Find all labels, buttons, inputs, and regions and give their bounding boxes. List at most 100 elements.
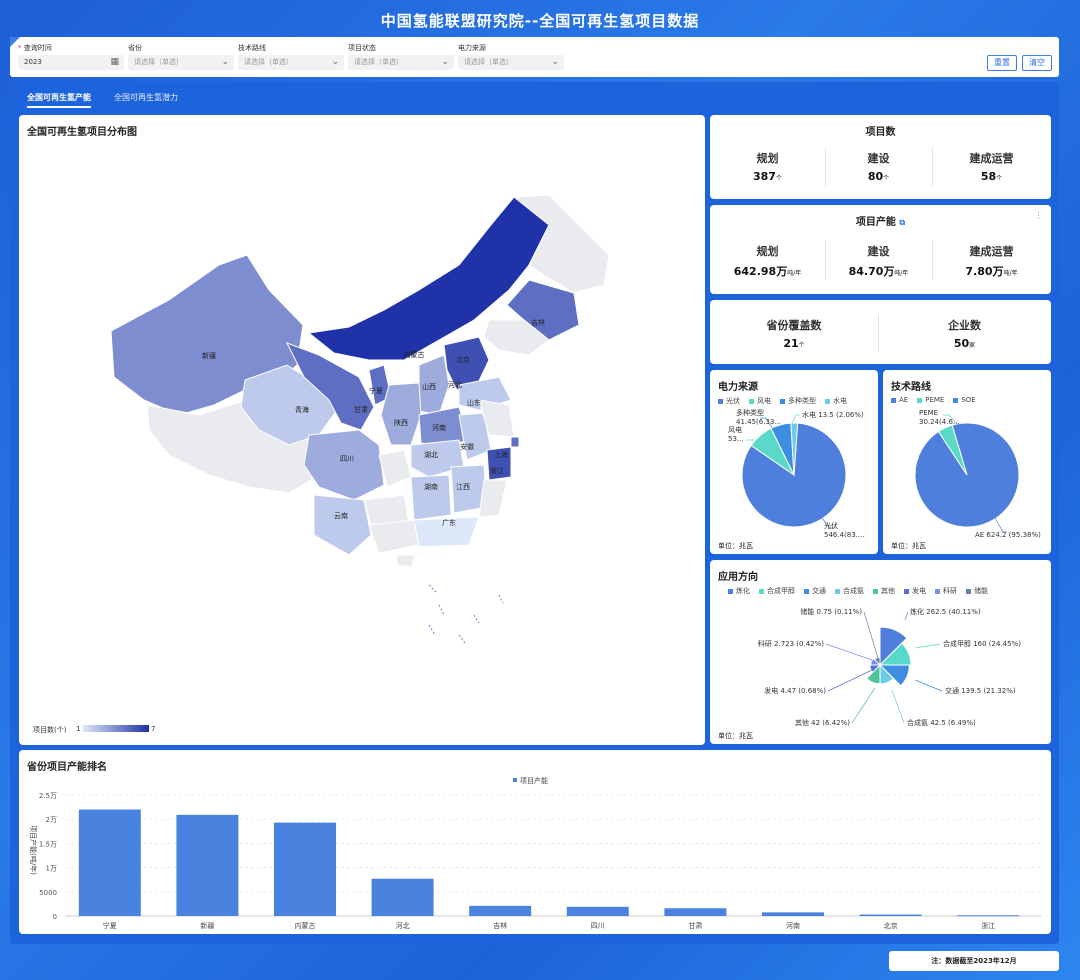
bar[interactable]: [762, 912, 824, 916]
reset-button[interactable]: 重置: [987, 55, 1017, 71]
legend-label: 合成甲醇: [767, 587, 795, 595]
legend-swatch: [873, 588, 878, 594]
legend-label: 科研: [943, 587, 957, 595]
power-source-title: 电力来源: [718, 382, 758, 393]
tab-capacity[interactable]: 全国可再生氢产能: [27, 92, 91, 108]
power-source-legend: 光伏 风电 多种类型 水电: [718, 396, 856, 406]
bar[interactable]: [78, 809, 141, 916]
province-广西[interactable]: [368, 519, 420, 554]
province-label: 上海: [494, 450, 508, 459]
legend-item[interactable]: 水电: [825, 397, 847, 405]
data-label: 炼化 262.5 (40.11%): [910, 607, 981, 616]
legend-swatch: [718, 398, 723, 404]
kpi-label: 建成运营: [969, 152, 1014, 165]
power-source-slice[interactable]: [790, 422, 799, 476]
date-picker[interactable]: 2023 ▦: [18, 55, 124, 70]
legend-item[interactable]: 储能: [966, 587, 988, 595]
province-label: 山西: [422, 382, 436, 391]
application-slice[interactable]: [869, 664, 882, 673]
legend-item[interactable]: 科研: [935, 587, 957, 595]
legend-item[interactable]: 合成氨: [835, 587, 864, 595]
clear-button[interactable]: 清空: [1022, 55, 1052, 71]
bar[interactable]: [859, 914, 922, 916]
province-广东[interactable]: [413, 516, 480, 548]
legend-item[interactable]: PEME: [917, 396, 944, 404]
province-label: 内蒙古: [404, 350, 425, 359]
kpi-unit: 吨/年: [787, 270, 802, 277]
province-甘肃[interactable]: [285, 342, 375, 431]
x-tick-label: 宁夏: [103, 921, 117, 930]
data-label-line: AE 624.2 (95.38%): [975, 531, 1041, 539]
province-湖南[interactable]: [410, 474, 452, 521]
legend-label: 多种类型: [788, 397, 816, 405]
legend-item[interactable]: 交通: [804, 587, 826, 595]
application-rose-chart[interactable]: 炼化 262.5 (40.11%) 合成甲醇 160 (24.45%) 交通 139…: [710, 560, 1051, 744]
province-陕西[interactable]: [380, 382, 422, 446]
data-label: AE 624.2 (95.38%): [975, 531, 1041, 539]
legend-item[interactable]: 炼化: [728, 587, 750, 595]
filter-label: * 查询时间: [18, 43, 124, 53]
province-福建[interactable]: [478, 479, 508, 518]
capacity-title-text: 项目产能: [855, 217, 896, 228]
data-label-line: 53...: [728, 435, 744, 443]
bar[interactable]: [469, 905, 532, 916]
application-slice[interactable]: [873, 656, 881, 667]
province-上海[interactable]: [510, 436, 520, 448]
legend-swatch: [825, 398, 830, 404]
map-title: 全国可再生氢项目分布图: [27, 127, 137, 138]
province-贵州[interactable]: [363, 494, 410, 526]
legend-swatch: [891, 397, 896, 403]
legend-item[interactable]: 风电: [749, 397, 771, 405]
bar[interactable]: [274, 822, 336, 916]
copy-icon[interactable]: ⧉: [899, 218, 906, 227]
legend-item[interactable]: 合成甲醇: [759, 587, 795, 595]
application-slice[interactable]: [878, 642, 912, 666]
bar[interactable]: [566, 906, 629, 916]
kpi-number: 80: [867, 170, 884, 183]
legend-label: 水电: [833, 397, 847, 405]
filter-group: 省份 请选择（单选） ⌄: [128, 43, 234, 70]
more-icon[interactable]: ⋮: [1034, 211, 1043, 221]
filter-select[interactable]: 请选择（单选） ⌄: [238, 55, 344, 70]
leader-line: [914, 679, 943, 692]
sea-boundary: [458, 634, 466, 644]
filter-value: 2023: [24, 58, 42, 66]
filter-select[interactable]: 请选择（单选） ⌄: [128, 55, 234, 70]
bar[interactable]: [371, 878, 434, 916]
sea-boundary: [428, 584, 438, 594]
bar[interactable]: [176, 814, 239, 916]
bar[interactable]: [664, 908, 727, 916]
legend-label: 其他: [881, 587, 895, 595]
filter-select[interactable]: 请选择（单选） ⌄: [348, 55, 454, 70]
legend-item[interactable]: 光伏: [718, 397, 740, 405]
application-slice[interactable]: [878, 664, 910, 687]
tech-route-legend: AE PEME SOE: [891, 396, 985, 404]
tech-route-slice[interactable]: [937, 424, 968, 476]
province-辽宁[interactable]: [483, 319, 550, 356]
filter-select[interactable]: 请选择（单选） ⌄: [458, 55, 564, 70]
province-海南[interactable]: [396, 554, 416, 568]
tech-route-pie[interactable]: AE 624.2 (95.38%)PEME 30.24(4.6...: [883, 370, 1051, 554]
province-四川[interactable]: [303, 429, 385, 501]
y-axis-label: 项目产能(吨/年): [29, 825, 38, 875]
application-slice[interactable]: [879, 626, 908, 667]
power-source-pie[interactable]: 光伏 546.4(83....风电 53...多种类型 41.45(6.33...水电…: [710, 370, 878, 554]
legend-item[interactable]: 发电: [904, 587, 926, 595]
legend-label: 光伏: [726, 397, 740, 405]
application-slice[interactable]: [865, 663, 881, 685]
province-云南[interactable]: [313, 494, 372, 556]
province-黑龙江[interactable]: [512, 194, 610, 294]
x-tick-label: 河北: [396, 922, 410, 930]
kpi-unit: 个: [775, 175, 782, 182]
legend-item[interactable]: AE: [891, 396, 908, 404]
legend-item[interactable]: 多种类型: [780, 397, 816, 405]
bar[interactable]: [957, 915, 1020, 917]
legend-item[interactable]: SOE: [953, 396, 976, 404]
data-label-line: 41.45(6.33...: [736, 418, 781, 426]
data-label: 合成甲醇 160 (24.45%): [943, 639, 1021, 648]
tab-potential[interactable]: 全国可再生氢潜力: [114, 93, 178, 102]
province-浙江[interactable]: [486, 446, 512, 481]
legend-item[interactable]: 其他: [873, 587, 895, 595]
